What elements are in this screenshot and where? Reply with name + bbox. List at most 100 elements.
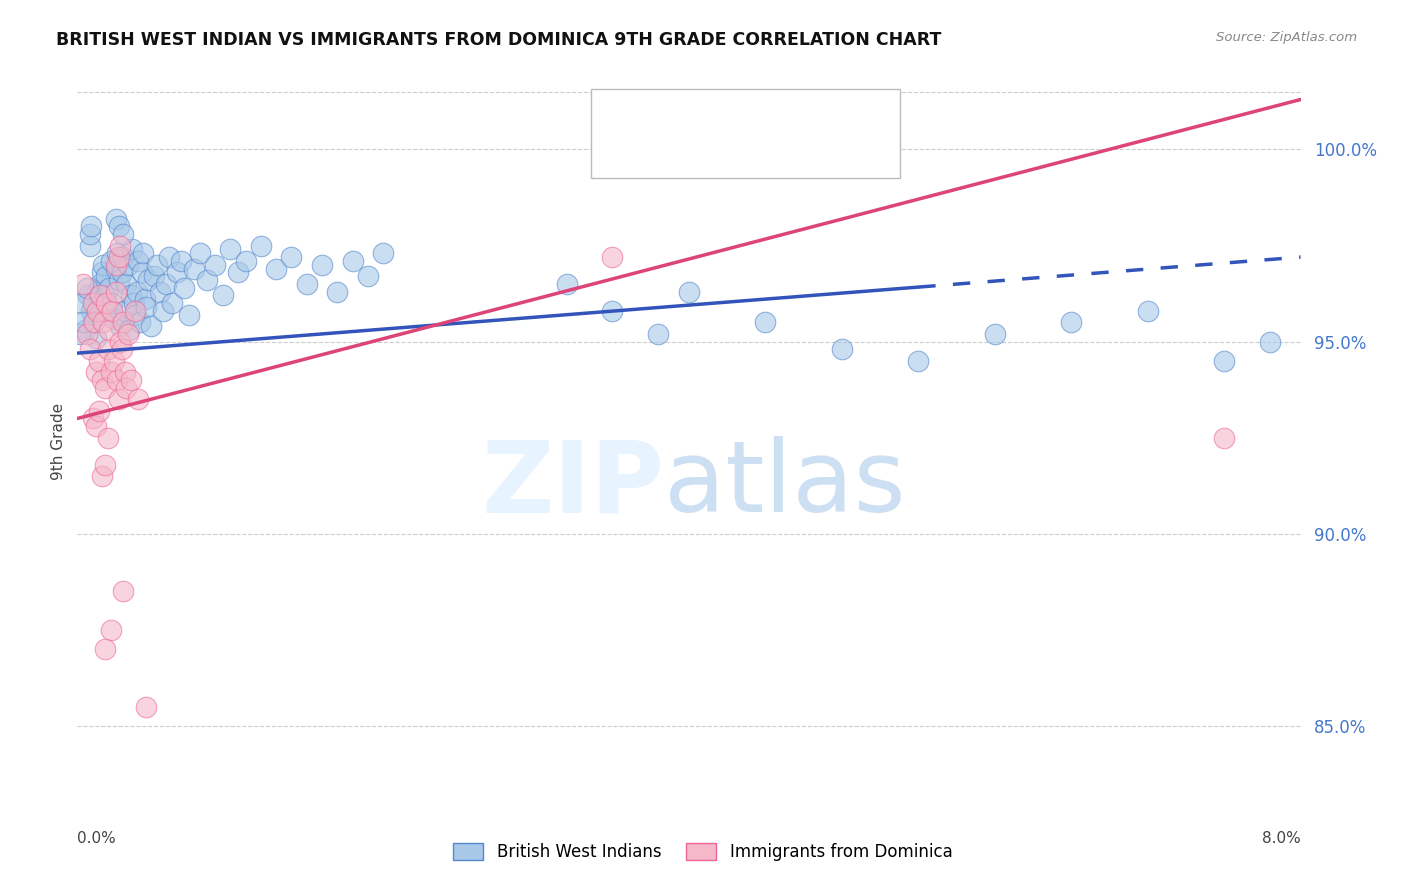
- Point: [183, 261, 205, 276]
- Point: [160, 296, 183, 310]
- Point: [250, 238, 273, 252]
- Point: [105, 373, 128, 387]
- Point: [100, 623, 122, 637]
- Text: ZIP: ZIP: [482, 436, 665, 533]
- Point: [602, 304, 624, 318]
- Point: [87, 354, 110, 368]
- Point: [311, 258, 333, 272]
- Point: [107, 250, 129, 264]
- Point: [142, 269, 165, 284]
- Point: [1258, 334, 1281, 349]
- Point: [754, 315, 776, 329]
- Point: [195, 273, 218, 287]
- Point: [1213, 354, 1236, 368]
- Point: [112, 584, 135, 599]
- Text: R = 0.326   N = 92: R = 0.326 N = 92: [638, 104, 808, 122]
- Point: [97, 343, 120, 357]
- Point: [80, 304, 103, 318]
- Point: [111, 265, 134, 279]
- Point: [104, 211, 127, 226]
- Point: [94, 288, 117, 302]
- Point: [90, 469, 112, 483]
- Point: [97, 431, 120, 445]
- Point: [98, 323, 121, 337]
- Point: [79, 238, 101, 252]
- Point: [146, 258, 169, 272]
- Point: [100, 253, 122, 268]
- Point: [139, 319, 162, 334]
- Point: [84, 331, 107, 345]
- Point: [72, 277, 94, 291]
- Point: [107, 273, 129, 287]
- Point: [87, 404, 110, 418]
- Point: [77, 288, 100, 302]
- Point: [134, 293, 156, 307]
- Point: [112, 227, 135, 241]
- Point: [115, 381, 138, 395]
- Point: [98, 281, 121, 295]
- Text: Source: ZipAtlas.com: Source: ZipAtlas.com: [1216, 31, 1357, 45]
- Text: atlas: atlas: [665, 436, 905, 533]
- Point: [70, 296, 93, 310]
- Point: [125, 285, 148, 299]
- Point: [94, 642, 117, 657]
- Point: [127, 392, 149, 407]
- Point: [831, 343, 853, 357]
- Point: [155, 277, 177, 291]
- Point: [76, 326, 98, 341]
- Point: [96, 296, 118, 310]
- Point: [173, 281, 195, 295]
- Point: [103, 311, 125, 326]
- Point: [79, 343, 101, 357]
- Point: [108, 238, 131, 252]
- Point: [132, 246, 155, 260]
- Point: [112, 250, 135, 264]
- Point: [120, 373, 142, 387]
- Point: [72, 315, 94, 329]
- Point: [127, 253, 149, 268]
- Point: [131, 265, 153, 279]
- Point: [122, 296, 145, 310]
- Point: [115, 277, 138, 291]
- Point: [678, 285, 700, 299]
- Point: [108, 319, 131, 334]
- Point: [112, 315, 135, 329]
- Point: [114, 304, 136, 318]
- Point: [118, 323, 141, 337]
- Point: [82, 296, 104, 310]
- Point: [82, 411, 104, 425]
- Point: [264, 261, 287, 276]
- Point: [647, 326, 669, 341]
- Point: [90, 265, 112, 279]
- Point: [357, 269, 380, 284]
- Point: [1060, 315, 1083, 329]
- Point: [76, 281, 98, 295]
- Point: [170, 253, 193, 268]
- Point: [90, 373, 112, 387]
- Point: [984, 326, 1007, 341]
- Point: [135, 699, 157, 714]
- Point: [371, 246, 394, 260]
- Point: [104, 261, 127, 276]
- Text: 0.0%: 0.0%: [77, 831, 117, 846]
- Point: [235, 253, 257, 268]
- Point: [188, 246, 211, 260]
- Point: [114, 365, 136, 379]
- Point: [157, 250, 180, 264]
- Point: [555, 277, 578, 291]
- Point: [124, 308, 146, 322]
- Point: [117, 258, 139, 272]
- Point: [91, 315, 114, 329]
- Text: 8.0%: 8.0%: [1261, 831, 1301, 846]
- Point: [152, 304, 174, 318]
- Point: [177, 308, 200, 322]
- Y-axis label: 9th Grade: 9th Grade: [51, 403, 66, 480]
- Point: [97, 300, 120, 314]
- Point: [111, 343, 134, 357]
- Point: [83, 296, 105, 310]
- Point: [166, 265, 188, 279]
- Point: [100, 365, 122, 379]
- Text: R = 0.465   N = 45: R = 0.465 N = 45: [638, 143, 808, 161]
- Point: [117, 326, 139, 341]
- Point: [91, 258, 114, 272]
